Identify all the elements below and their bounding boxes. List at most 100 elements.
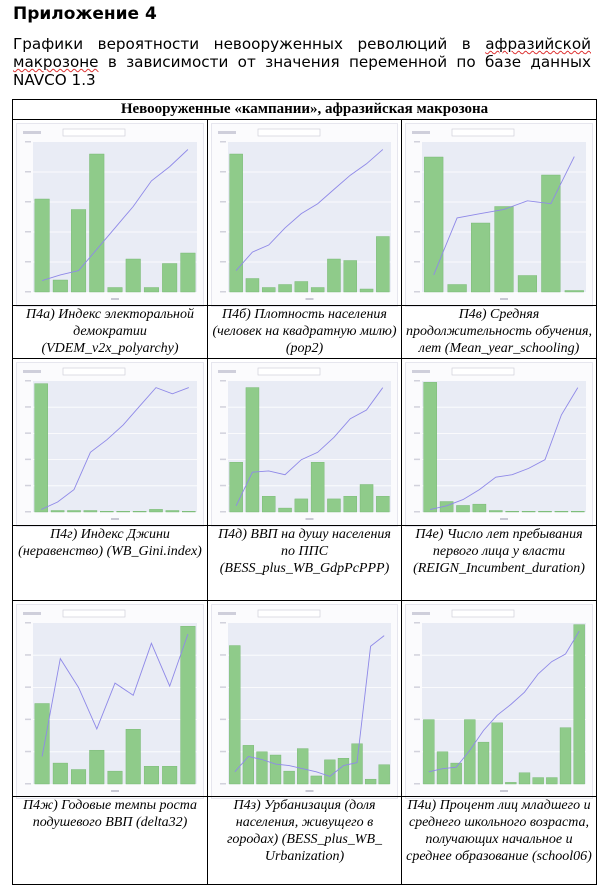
variable-dropdown[interactable] <box>62 609 126 618</box>
bar <box>107 287 123 293</box>
y-tick-label <box>220 750 226 753</box>
y-tick-label <box>220 484 226 487</box>
probability-line <box>428 630 580 773</box>
y-tick-label <box>25 484 31 487</box>
x-axis-label <box>500 790 508 792</box>
chart-caption: П4з) Урбанизация (доля населения, живуще… <box>226 798 383 864</box>
y-tick-label <box>25 718 31 721</box>
table-divider <box>13 358 596 359</box>
variable-dropdown[interactable] <box>62 128 126 137</box>
chart-panel: П4в) Средняя продолжительность обучения,… <box>402 120 596 358</box>
intro-paragraph: Графики вероятности невооруженных револю… <box>13 35 591 89</box>
y-tick-label <box>414 406 420 408</box>
caption-divider <box>13 305 207 306</box>
bar <box>125 729 141 785</box>
y-tick-label <box>25 261 31 263</box>
bar <box>34 383 48 513</box>
y-tick-label <box>25 141 31 143</box>
chart-svg <box>23 367 197 520</box>
bar <box>294 281 309 293</box>
bar <box>571 510 585 513</box>
bar <box>52 279 68 293</box>
y-tick-label <box>220 458 226 461</box>
y-tick-label <box>25 750 31 753</box>
bar <box>71 769 87 785</box>
variable-dropdown[interactable] <box>451 609 515 618</box>
bar <box>100 510 114 513</box>
bar <box>50 510 65 513</box>
bar <box>278 507 292 513</box>
y-tick-label <box>220 171 226 173</box>
bar <box>83 510 98 513</box>
bar <box>283 770 295 785</box>
bar <box>182 510 196 513</box>
chart-svg <box>218 128 391 300</box>
bar <box>34 703 50 785</box>
bar <box>256 751 268 785</box>
chart-thumbnail <box>211 123 398 307</box>
dropdown-label <box>218 370 236 373</box>
probability-line <box>41 633 189 757</box>
chart-panel: П4и) Процент лиц младшего и среднего шко… <box>402 601 596 885</box>
variable-dropdown[interactable] <box>257 609 321 618</box>
variable-dropdown[interactable] <box>257 367 321 376</box>
variable-dropdown[interactable] <box>62 367 126 376</box>
probability-line <box>234 635 385 777</box>
caption-divider <box>402 525 596 526</box>
bar <box>546 777 558 785</box>
bar <box>378 764 390 785</box>
bar <box>376 496 390 513</box>
bar <box>262 496 276 513</box>
probability-line <box>235 149 384 271</box>
chart-caption: П4и) Процент лиц младшего и среднего шко… <box>406 798 592 864</box>
chart-thumbnail <box>405 362 593 527</box>
bar <box>517 275 538 293</box>
chart-svg <box>218 609 391 792</box>
chart-panel: П4б) Плотность населения (человек на ква… <box>208 120 401 358</box>
bar <box>364 778 377 785</box>
bar <box>107 770 123 785</box>
bar <box>297 748 309 785</box>
chart-panel: П4д) ВВП на душу населения по ППС (BESS_… <box>208 359 401 599</box>
intro-text-after: в зависимости от значения переменной по … <box>13 53 591 89</box>
bar <box>324 759 336 785</box>
bar <box>423 382 437 513</box>
probability-line <box>235 387 384 506</box>
y-tick-label <box>25 432 31 434</box>
chart-svg <box>412 128 586 300</box>
bar <box>564 290 584 293</box>
bar <box>538 510 552 513</box>
bar <box>505 782 517 785</box>
y-tick-label <box>414 141 420 143</box>
bar <box>310 775 322 785</box>
y-tick-label <box>25 406 31 408</box>
caption-divider <box>13 796 207 797</box>
variable-dropdown[interactable] <box>451 128 515 137</box>
variable-dropdown[interactable] <box>451 367 515 376</box>
bar <box>34 198 50 293</box>
bar <box>505 510 519 513</box>
bar <box>521 510 536 513</box>
bar <box>518 772 531 785</box>
dropdown-label <box>412 131 430 134</box>
bar <box>162 263 178 293</box>
caption-divider <box>402 305 596 306</box>
y-tick-label <box>220 141 226 143</box>
y-tick-label <box>220 201 226 203</box>
variable-dropdown[interactable] <box>257 128 321 137</box>
dropdown-label <box>218 131 236 134</box>
chart-panel: П4а) Индекс электоральной демократии (VD… <box>13 120 207 358</box>
y-tick-label <box>414 511 420 513</box>
bar <box>573 624 585 785</box>
bar <box>559 727 572 785</box>
chart-panel: П4г) Индекс Джини (неравенство) (WB_Gini… <box>13 359 207 599</box>
chart-caption: П4ж) Годовые темпы роста подушевого ВВП … <box>22 798 198 830</box>
plot-area <box>422 623 586 784</box>
bar <box>116 510 130 513</box>
y-tick-label <box>25 654 31 656</box>
chart-thumbnail <box>16 123 204 307</box>
x-axis-label <box>111 298 119 300</box>
y-tick-label <box>25 171 31 173</box>
probability-line <box>41 149 189 282</box>
plot-area <box>422 381 586 512</box>
